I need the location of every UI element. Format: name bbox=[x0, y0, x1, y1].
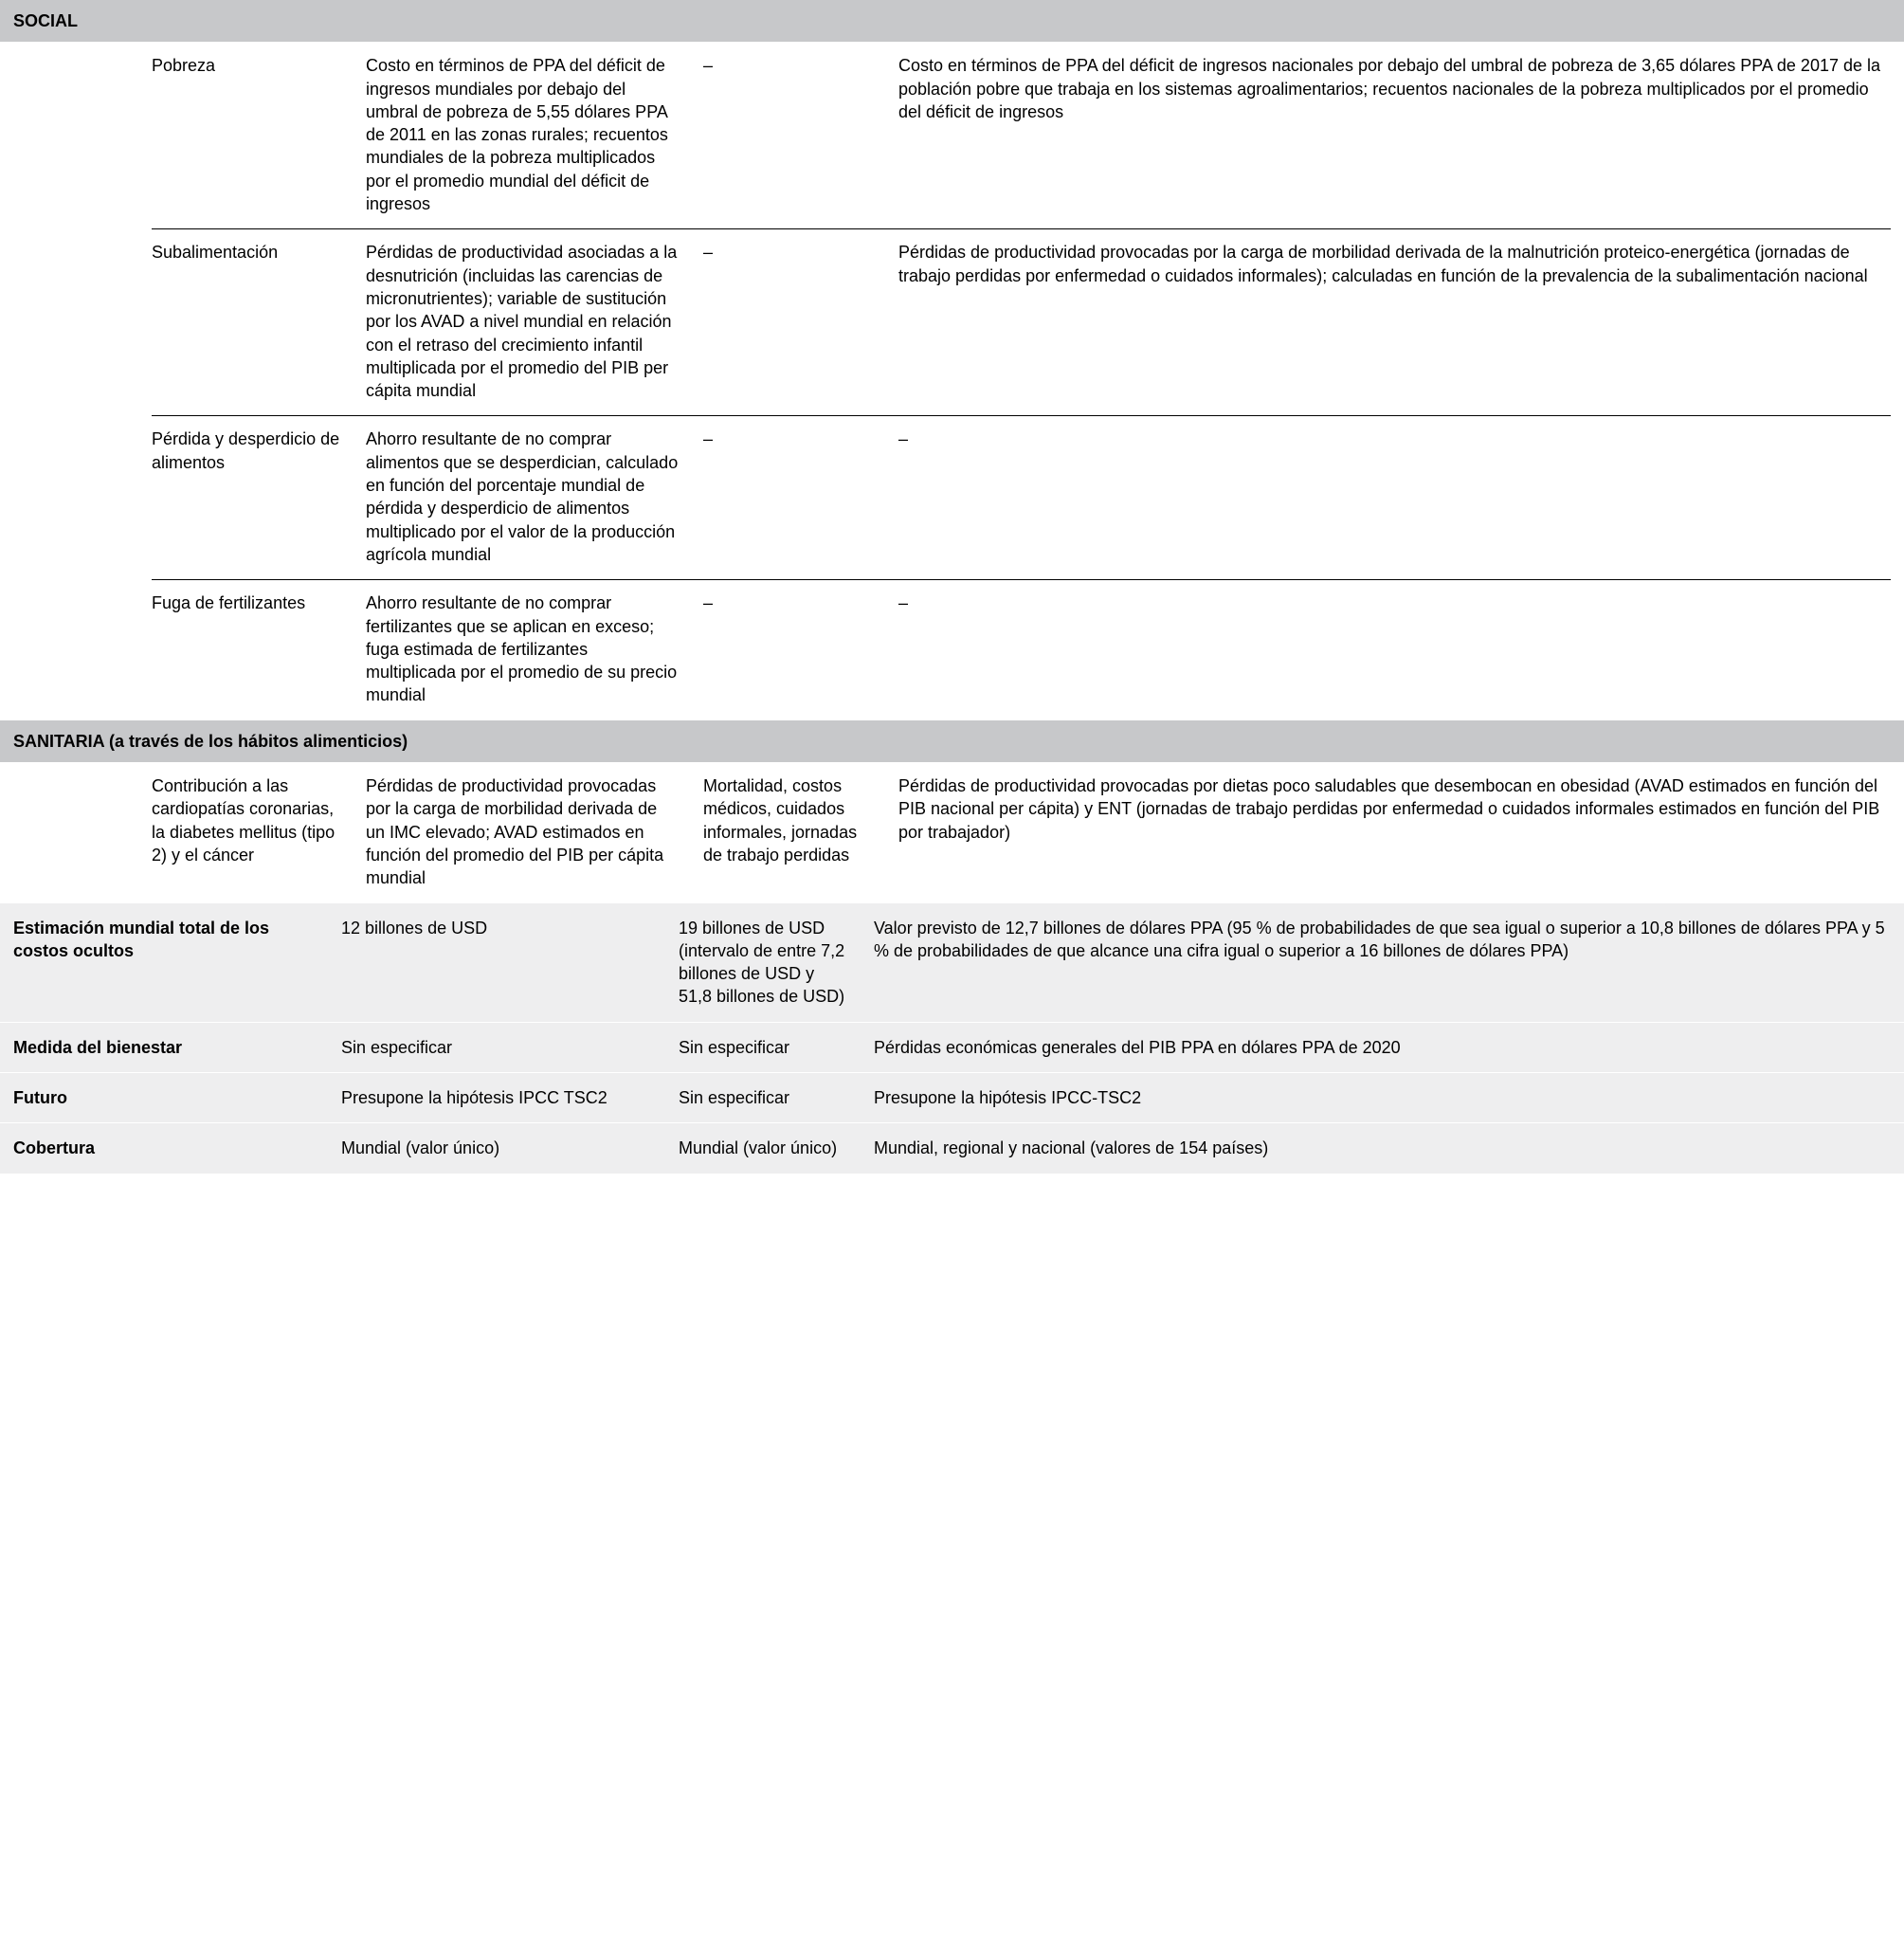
row-col3: Ahorro resultante de no comprar fertiliz… bbox=[366, 592, 679, 706]
summary-col3: Sin especificar bbox=[679, 1086, 849, 1109]
summary-col3: 19 billones de USD (intervalo de entre 7… bbox=[679, 917, 849, 1009]
row-col5: – bbox=[898, 592, 1891, 614]
row-label: Subalimentación bbox=[152, 241, 341, 264]
summary-col3: Sin especificar bbox=[679, 1036, 849, 1059]
summary-label: Cobertura bbox=[13, 1137, 317, 1159]
row-col4: – bbox=[703, 241, 874, 264]
summary-row: Medida del bienestar Sin especificar Sin… bbox=[0, 1023, 1904, 1073]
summary-col4: Mundial, regional y nacional (valores de… bbox=[874, 1137, 1891, 1159]
summary-col4: Presupone la hipótesis IPCC-TSC2 bbox=[874, 1086, 1891, 1109]
row-col5: – bbox=[898, 428, 1891, 450]
summary-col2: 12 billones de USD bbox=[341, 917, 654, 939]
row-divider bbox=[0, 415, 1904, 416]
row-col4: Mortalidad, costos médicos, cuidados inf… bbox=[703, 774, 874, 866]
summary-row: Estimación mundial total de los costos o… bbox=[0, 903, 1904, 1023]
summary-label: Estimación mundial total de los costos o… bbox=[13, 917, 317, 963]
comparison-table: SOCIAL Pobreza Costo en términos de PPA … bbox=[0, 0, 1904, 1174]
row-col4: – bbox=[703, 428, 874, 450]
summary-col2: Sin especificar bbox=[341, 1036, 654, 1059]
row-col5: Pérdidas de productividad provocadas por… bbox=[898, 774, 1891, 844]
summary-col2: Presupone la hipótesis IPCC TSC2 bbox=[341, 1086, 654, 1109]
summary-row: Cobertura Mundial (valor único) Mundial … bbox=[0, 1123, 1904, 1174]
row-label: Fuga de fertilizantes bbox=[152, 592, 341, 614]
section-header-social: SOCIAL bbox=[0, 0, 1904, 43]
section-header-sanitaria: SANITARIA (a través de los hábitos alime… bbox=[0, 720, 1904, 763]
summary-label: Medida del bienestar bbox=[13, 1036, 317, 1059]
row-divider bbox=[0, 228, 1904, 229]
row-col3: Pérdidas de productividad asociadas a la… bbox=[366, 241, 679, 402]
row-col5: Costo en términos de PPA del déficit de … bbox=[898, 54, 1891, 123]
summary-col4: Pérdidas económicas generales del PIB PP… bbox=[874, 1036, 1891, 1059]
table-row: Pobreza Costo en términos de PPA del déf… bbox=[0, 43, 1904, 228]
summary-col2: Mundial (valor único) bbox=[341, 1137, 654, 1159]
summary-row: Futuro Presupone la hipótesis IPCC TSC2 … bbox=[0, 1073, 1904, 1123]
row-col3: Pérdidas de productividad provocadas por… bbox=[366, 774, 679, 889]
row-col5: Pérdidas de productividad provocadas por… bbox=[898, 241, 1891, 287]
row-divider bbox=[0, 579, 1904, 580]
summary-col3: Mundial (valor único) bbox=[679, 1137, 849, 1159]
table-row: Pérdida y desperdicio de alimentos Ahorr… bbox=[0, 416, 1904, 579]
table-row: Fuga de fertilizantes Ahorro resultante … bbox=[0, 580, 1904, 719]
table-row: Subalimentación Pérdidas de productivida… bbox=[0, 229, 1904, 415]
row-label: Pérdida y desperdicio de alimentos bbox=[152, 428, 341, 474]
row-col3: Costo en términos de PPA del déficit de … bbox=[366, 54, 679, 215]
row-col4: – bbox=[703, 54, 874, 77]
row-label: Pobreza bbox=[152, 54, 341, 77]
row-col4: – bbox=[703, 592, 874, 614]
row-col3: Ahorro resultante de no comprar alimento… bbox=[366, 428, 679, 566]
table-row: Contribución a las cardiopatías coronari… bbox=[0, 763, 1904, 902]
summary-label: Futuro bbox=[13, 1086, 317, 1109]
summary-col4: Valor previsto de 12,7 billones de dólar… bbox=[874, 917, 1891, 963]
row-label: Contribución a las cardiopatías coronari… bbox=[152, 774, 341, 866]
